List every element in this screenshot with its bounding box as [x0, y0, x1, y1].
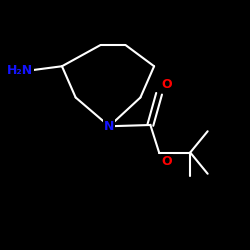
Text: O: O — [162, 155, 172, 168]
Text: H₂N: H₂N — [7, 64, 33, 76]
Text: O: O — [162, 78, 172, 91]
Text: N: N — [104, 120, 115, 133]
